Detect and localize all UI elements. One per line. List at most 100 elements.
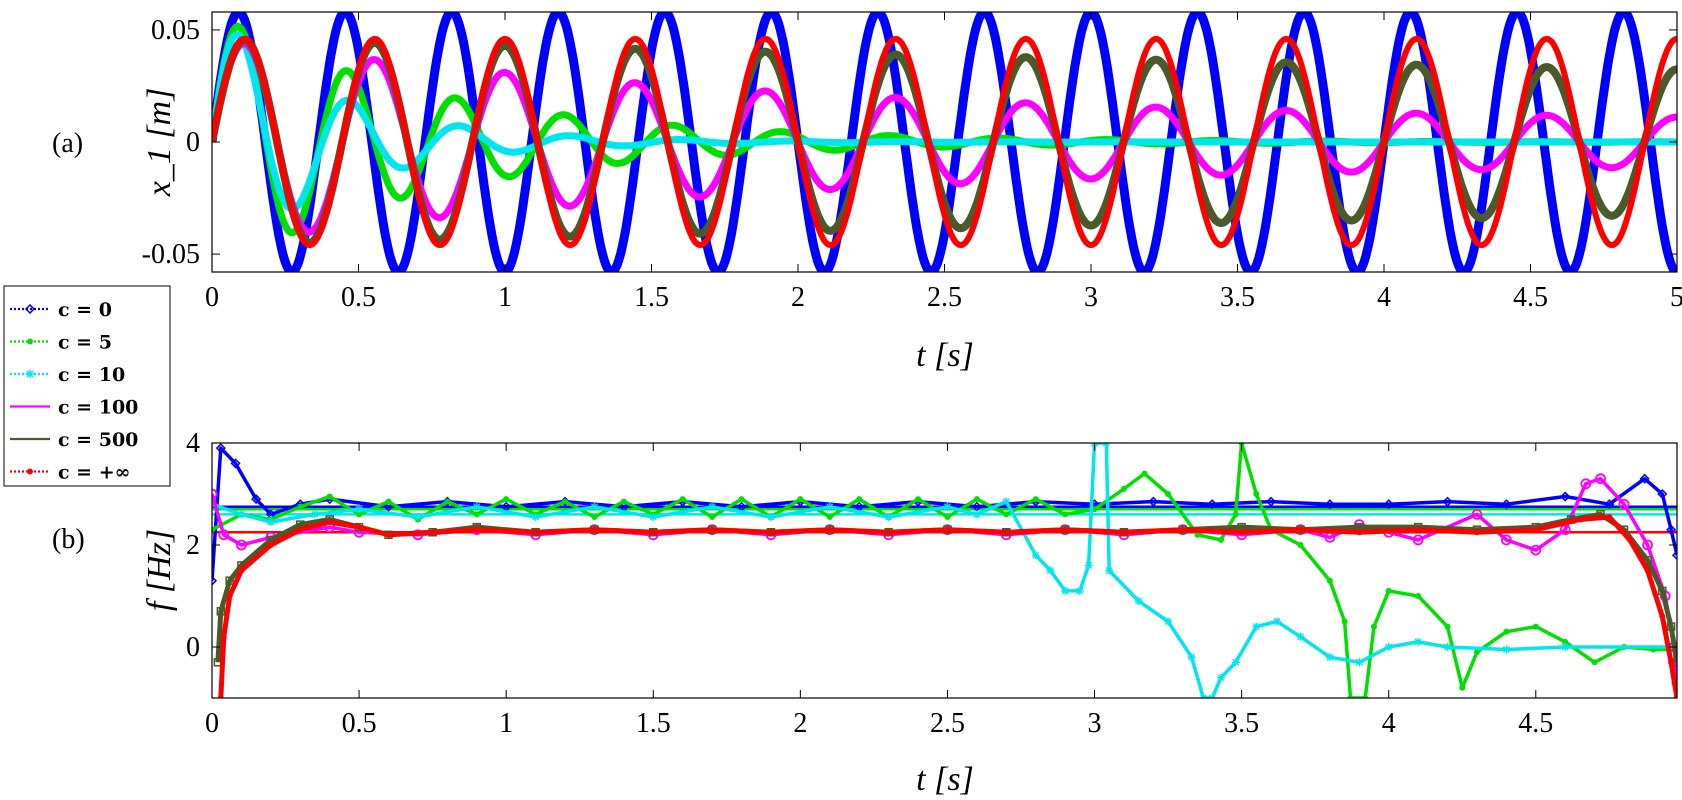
data-point-c-10 [1084, 561, 1093, 570]
x-tick-label: 3.5 [1220, 282, 1255, 313]
x-tick-label: 2 [793, 708, 807, 739]
data-point-c-100 [1530, 544, 1542, 556]
data-point-c-5 [797, 496, 804, 503]
data-point-c-inf [1062, 526, 1069, 533]
data-point-c-inf [1297, 526, 1304, 533]
data-point-c-5 [1415, 593, 1422, 599]
legend-marker [27, 338, 33, 345]
data-point-c-inf [297, 526, 304, 533]
x-tick-label: 1.5 [636, 708, 671, 739]
panel-b-label: (b) [52, 524, 85, 555]
x-tick-label: 4 [1382, 708, 1396, 739]
data-point-c-5 [1532, 623, 1539, 630]
data-point-c-0 [1560, 491, 1571, 502]
legend-marker [27, 468, 33, 475]
x-tick-label: 5 [1670, 282, 1682, 313]
series-line-c-10 [212, 31, 1677, 213]
data-point-c-10 [1002, 497, 1011, 506]
data-point-c-5 [944, 513, 951, 520]
data-point-c-inf [767, 529, 774, 536]
x-tick-label: 2.5 [927, 282, 962, 313]
data-point-c-10 [1217, 673, 1226, 682]
data-point-c-inf [356, 524, 363, 531]
x-tick-label: 3 [1084, 282, 1098, 313]
data-point-c-0 [215, 443, 226, 454]
data-point-c-5 [297, 503, 304, 510]
data-point-c-5 [709, 513, 716, 520]
x-tick-label: 1 [499, 708, 513, 739]
x-tick-label: 1.5 [634, 282, 669, 313]
legend-entry-c-500: c = 500 [10, 429, 138, 451]
series-line-c-inf [212, 35, 1677, 249]
data-point-c-10 [1252, 622, 1261, 631]
y-tick-label: 0 [186, 127, 200, 158]
data-point-c-10 [649, 512, 658, 521]
data-point-c-10 [1187, 653, 1196, 662]
data-point-c-5 [973, 496, 980, 503]
data-point-c-100 [1642, 539, 1653, 551]
data-point-c-10 [413, 512, 422, 521]
data-point-c-500 [225, 576, 234, 585]
data-point-c-10 [1075, 586, 1084, 595]
data-point-c-0 [1442, 496, 1453, 507]
data-point-c-inf [1626, 536, 1633, 543]
data-point-c-5 [444, 498, 451, 505]
data-point-c-5 [1362, 695, 1369, 698]
data-point-c-100 [1500, 534, 1512, 546]
x-tick-label: 3.5 [1224, 708, 1259, 739]
data-point-c-10 [237, 510, 246, 519]
panel-a-ylabel: x_1 [m] [141, 88, 178, 198]
data-point-c-10 [1164, 617, 1173, 626]
data-point-c-5 [326, 493, 333, 500]
data-point-c-0 [383, 501, 394, 512]
legend: c = 0 c = 5 c = 10 c = 100 c = 500 c = +∞ [3, 285, 171, 487]
data-point-c-inf [1644, 567, 1651, 574]
data-point-c-10 [1414, 637, 1423, 646]
data-point-c-0 [1639, 473, 1650, 484]
x-tick-label: 0 [205, 708, 219, 739]
data-point-c-inf [1532, 526, 1539, 533]
data-point-c-5 [1218, 536, 1225, 543]
panel-a-series [212, 12, 1677, 272]
data-point-c-5 [385, 498, 392, 505]
data-point-c-0 [1207, 499, 1218, 510]
data-point-c-500 [1666, 622, 1676, 631]
y-tick-label: 4 [186, 428, 200, 459]
data-point-c-inf [267, 542, 274, 548]
data-point-c-0 [1671, 550, 1677, 561]
data-point-c-10 [943, 502, 952, 511]
legend-marker [26, 370, 34, 378]
y-tick-label: 2 [186, 530, 200, 561]
data-point-c-10 [884, 512, 893, 521]
data-point-c-5 [1370, 623, 1377, 630]
panel-a-xlabel: t [s] [916, 337, 974, 374]
data-point-c-5 [212, 526, 215, 533]
data-point-c-5 [1347, 695, 1354, 698]
data-point-c-inf [1238, 529, 1245, 536]
series-line-c-500 [215, 511, 1677, 663]
legend-marker [24, 303, 36, 315]
data-point-c-inf [826, 526, 833, 533]
data-point-c-10 [1296, 632, 1305, 641]
data-point-c-10 [310, 510, 319, 519]
data-point-c-10 [766, 512, 775, 521]
data-point-c-10 [1272, 617, 1281, 626]
legend-entry-c-10: c = 10 [10, 364, 125, 386]
x-tick-label: 0.5 [342, 708, 377, 739]
data-point-c-inf [1674, 695, 1677, 698]
legend-entry-c-5: c = 5 [10, 332, 112, 354]
data-point-c-100 [1595, 473, 1606, 485]
x-tick-label: 4.5 [1513, 282, 1548, 313]
legend-label: c = 100 [58, 397, 138, 419]
data-point-c-5 [1165, 491, 1172, 497]
data-point-c-10 [1134, 597, 1143, 606]
data-point-c-inf [944, 526, 951, 533]
data-point-c-100 [1618, 498, 1630, 510]
data-point-c-5 [473, 511, 480, 518]
data-point-c-100 [1471, 509, 1483, 520]
data-point-c-100 [236, 539, 247, 551]
data-point-c-inf [1473, 529, 1480, 536]
legend-label: c = 10 [58, 364, 125, 386]
